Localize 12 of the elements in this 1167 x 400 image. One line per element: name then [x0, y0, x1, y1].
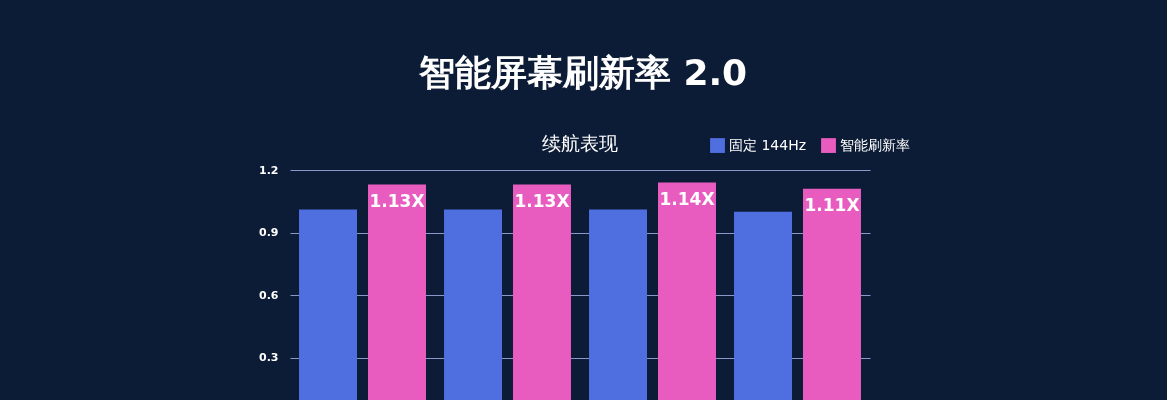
y-tick-label: 0.9: [259, 226, 279, 239]
data-label: 1.13X: [514, 190, 570, 211]
chart-subtitle: 续航表现: [542, 132, 618, 154]
y-tick-label: 0.6: [259, 288, 279, 302]
data-label: 1.13X: [369, 190, 425, 211]
legend-label: 固定 144Hz: [729, 136, 807, 153]
data-label: 1.11X: [804, 194, 860, 215]
data-label: 1.14X: [659, 188, 715, 209]
y-tick-label: 0.3: [259, 351, 279, 364]
y-tick-label: 1.2: [259, 163, 279, 177]
legend-label: 智能刷新率: [840, 136, 910, 153]
chart-title: 智能屏幕刷新率 2.0: [417, 52, 748, 93]
